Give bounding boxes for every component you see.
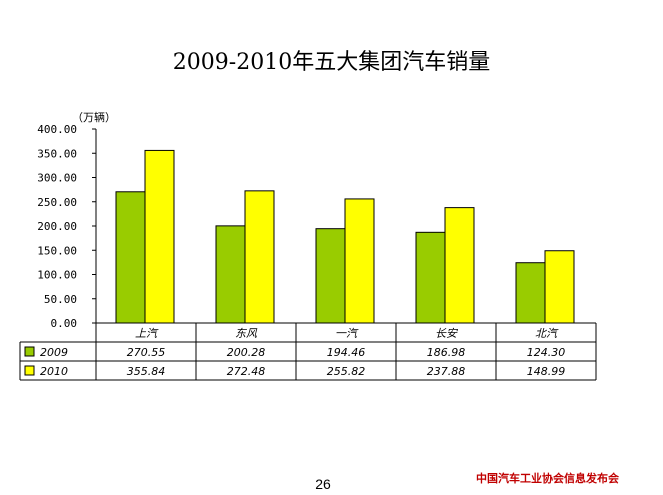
y-tick-label: 150.00 bbox=[37, 244, 77, 257]
bar-series-2 bbox=[144, 149, 175, 324]
legend-label-2010: 2010 bbox=[40, 365, 68, 378]
y-axis-unit-label: （万辆） bbox=[72, 110, 116, 124]
bar-series-2 bbox=[444, 207, 475, 324]
y-tick-label: 50.00 bbox=[44, 293, 77, 306]
y-tick-label: 350.00 bbox=[37, 147, 77, 160]
category-label: 北汽 bbox=[535, 327, 559, 340]
category-label: 一汽 bbox=[335, 327, 359, 340]
category-label: 上汽 bbox=[135, 327, 159, 340]
y-tick-label: 0.00 bbox=[51, 317, 78, 330]
data-cell-value: 200.28 bbox=[227, 346, 266, 359]
data-cell-value: 270.55 bbox=[127, 346, 166, 359]
y-tick-label: 250.00 bbox=[37, 196, 77, 209]
y-tick-label: 100.00 bbox=[37, 269, 77, 282]
bar-series-1 bbox=[415, 231, 446, 324]
legend-swatch-2009 bbox=[24, 346, 35, 357]
bar-series-2 bbox=[244, 190, 275, 324]
data-cell-value: 237.88 bbox=[427, 365, 466, 378]
y-tick-label: 300.00 bbox=[37, 172, 77, 185]
chart-title: 2009-2010年五大集团汽车销量 bbox=[172, 50, 491, 75]
bar-series-1 bbox=[215, 225, 246, 324]
data-cell-value: 124.30 bbox=[527, 346, 566, 359]
data-cell-value: 255.82 bbox=[327, 365, 366, 378]
y-tick-label: 400.00 bbox=[37, 123, 77, 136]
page-number: 26 bbox=[315, 476, 331, 492]
bar-series-1 bbox=[115, 191, 146, 324]
footer-source: 中国汽车工业协会信息发布会 bbox=[476, 472, 619, 485]
data-cell-value: 186.98 bbox=[427, 346, 466, 359]
y-tick-label: 200.00 bbox=[37, 220, 77, 233]
bar-series-2 bbox=[544, 250, 575, 324]
data-cell-value: 194.46 bbox=[327, 346, 366, 359]
legend-label-2009: 2009 bbox=[40, 346, 68, 359]
bar-series-1 bbox=[515, 262, 546, 324]
category-label: 长安 bbox=[435, 327, 458, 340]
data-cell-value: 148.99 bbox=[527, 365, 566, 378]
legend-swatch-2010 bbox=[24, 365, 35, 376]
category-label: 东风 bbox=[235, 327, 258, 340]
data-cell-value: 272.48 bbox=[227, 365, 266, 378]
data-cell-value: 355.84 bbox=[127, 365, 166, 378]
bar-series-2 bbox=[344, 198, 375, 324]
bar-series-1 bbox=[315, 228, 346, 324]
